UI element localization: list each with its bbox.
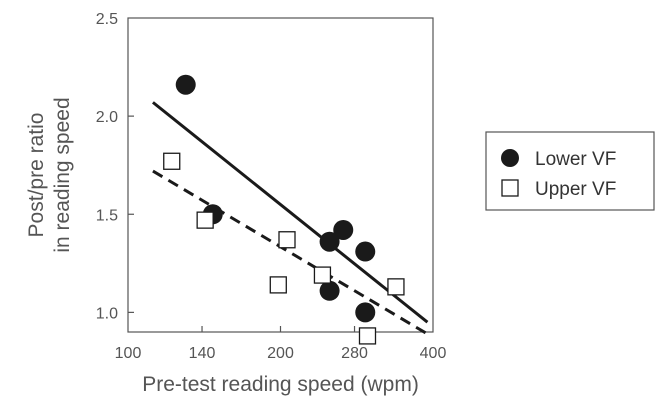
point-upper-vf (313, 266, 332, 284)
legend: Lower VF Upper VF (485, 131, 655, 211)
point-upper-vf (278, 231, 296, 249)
y-tick-label: 1.0 (96, 305, 118, 322)
y-tick-label: 2.5 (96, 11, 118, 28)
y-axis-title: Post/pre ratio in reading speed (25, 97, 74, 252)
legend-marker-upper-vf (501, 179, 519, 197)
y-tick-label: 1.5 (96, 207, 118, 224)
point-lower-vf (175, 74, 196, 95)
x-axis-title: Pre-test reading speed (wpm) (142, 373, 419, 396)
point-lower-vf (333, 219, 354, 240)
data-points (163, 74, 405, 345)
point-lower-vf (319, 231, 340, 252)
point-upper-vf (387, 278, 405, 296)
y-tick-label: 2.0 (96, 109, 118, 126)
x-tick-label: 140 (189, 345, 216, 362)
point-lower-vf (319, 280, 340, 301)
x-axis-ticks: 100 140 200 280 400 (115, 326, 447, 362)
x-tick-label: 100 (115, 345, 142, 362)
point-upper-vf (358, 327, 377, 345)
legend-box (485, 131, 655, 211)
point-upper-vf (163, 152, 181, 170)
fit-lines (151, 101, 429, 336)
legend-label-lower-vf: Lower VF (535, 149, 616, 170)
y-axis-ticks: 1.0 1.5 2.0 2.5 (96, 11, 134, 322)
y-axis-title-line-1: Post/pre ratio (25, 113, 48, 238)
point-lower-vf (355, 302, 376, 323)
fit-line-lower-vf (151, 101, 429, 324)
legend-label-upper-vf: Upper VF (535, 179, 616, 200)
x-tick-label: 280 (341, 345, 368, 362)
point-upper-vf (196, 211, 214, 229)
point-upper-vf (269, 276, 287, 294)
point-lower-vf (355, 241, 376, 262)
y-axis-title-line-2: in reading speed (51, 97, 74, 252)
fit-line-upper-vf (152, 169, 429, 336)
x-tick-label: 400 (420, 345, 447, 362)
legend-marker-lower-vf (501, 149, 519, 167)
x-tick-label: 200 (267, 345, 294, 362)
